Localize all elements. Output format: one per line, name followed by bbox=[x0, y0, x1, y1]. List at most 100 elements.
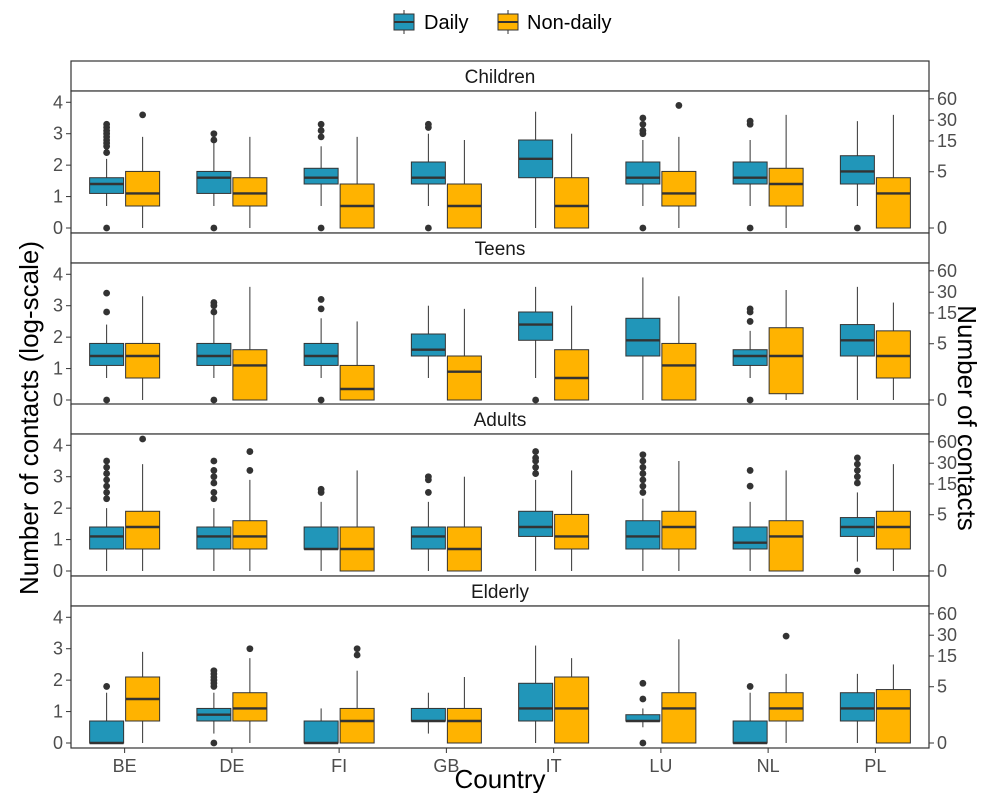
outlier-point bbox=[424, 473, 432, 481]
outlier-point bbox=[210, 396, 218, 404]
box-daily-gb bbox=[410, 120, 446, 232]
box-non-daily-pl bbox=[875, 664, 911, 744]
outlier-point bbox=[853, 460, 861, 468]
y-tick-label-right: 30 bbox=[937, 282, 957, 302]
legend-key-daily bbox=[392, 10, 416, 34]
box-daily-pl bbox=[839, 454, 875, 575]
box-iqr bbox=[732, 720, 768, 744]
outlier-point bbox=[246, 645, 254, 653]
y-tick-label-right: 30 bbox=[937, 110, 957, 130]
box-daily-nl bbox=[732, 117, 768, 232]
y-tick-label-right: 0 bbox=[937, 733, 947, 753]
box-non-daily-be bbox=[125, 111, 161, 228]
outlier-point bbox=[103, 482, 111, 490]
outlier-point bbox=[317, 305, 325, 313]
box-iqr bbox=[518, 311, 554, 341]
outlier-point bbox=[210, 467, 218, 474]
y-tick-label-left: 3 bbox=[53, 124, 63, 144]
outlier-point bbox=[853, 473, 861, 481]
box-iqr bbox=[661, 170, 697, 207]
outlier-point bbox=[639, 457, 647, 465]
strip-label-elderly: Elderly bbox=[471, 582, 530, 603]
y-axis-title-right: Number of contacts bbox=[952, 305, 982, 530]
outlier-point bbox=[424, 489, 432, 496]
x-tick-label-pl: PL bbox=[864, 756, 886, 776]
box-daily-pl bbox=[839, 121, 875, 232]
box-daily-lu bbox=[625, 277, 661, 400]
x-axis-title: Country bbox=[454, 764, 545, 793]
outlier-point bbox=[103, 224, 111, 232]
y-tick-label-left: 1 bbox=[53, 187, 63, 207]
outlier-point bbox=[746, 396, 754, 404]
box-iqr bbox=[232, 520, 268, 550]
outlier-point bbox=[317, 396, 325, 404]
box-iqr bbox=[410, 707, 446, 722]
outlier-point bbox=[853, 454, 861, 462]
outlier-point bbox=[853, 567, 861, 575]
outlier-point bbox=[532, 463, 540, 471]
box-daily-de bbox=[196, 299, 232, 404]
box-non-daily-gb bbox=[446, 476, 482, 572]
box-iqr bbox=[554, 676, 590, 744]
box-iqr bbox=[196, 342, 232, 366]
y-tick-label-left: 3 bbox=[53, 296, 63, 316]
box-daily-be bbox=[89, 289, 125, 404]
box-iqr bbox=[625, 161, 661, 185]
y-tick-label-right: 15 bbox=[937, 303, 957, 323]
outlier-point bbox=[424, 224, 432, 232]
box-daily-it bbox=[518, 645, 554, 743]
box-non-daily-it bbox=[554, 305, 590, 401]
y-tick-label-right: 60 bbox=[937, 261, 957, 281]
box-non-daily-nl bbox=[768, 632, 804, 743]
box-daily-nl bbox=[732, 683, 768, 745]
outlier-point bbox=[853, 224, 861, 232]
outlier-point bbox=[210, 130, 218, 138]
x-tick-label-it: IT bbox=[546, 756, 562, 776]
outlier-point bbox=[532, 454, 540, 462]
box-iqr bbox=[839, 692, 875, 722]
box-non-daily-gb bbox=[446, 308, 482, 401]
box-daily-de bbox=[196, 130, 232, 232]
box-iqr bbox=[89, 177, 125, 194]
box-non-daily-gb bbox=[446, 140, 482, 229]
box-iqr bbox=[196, 170, 232, 194]
box-iqr bbox=[661, 342, 697, 401]
box-iqr bbox=[89, 342, 125, 366]
box-iqr bbox=[410, 333, 446, 357]
box-iqr bbox=[232, 349, 268, 401]
box-non-daily-pl bbox=[875, 114, 911, 229]
outlier-point bbox=[103, 683, 111, 690]
box-iqr bbox=[839, 155, 875, 185]
box-non-daily-lu bbox=[661, 102, 697, 228]
legend-key-non-daily bbox=[496, 10, 520, 34]
outlier-point bbox=[246, 467, 254, 474]
box-iqr bbox=[661, 692, 697, 744]
box-daily-fi bbox=[303, 120, 339, 232]
strip-adults bbox=[70, 403, 930, 435]
x-tick-label-fi: FI bbox=[331, 756, 347, 776]
box-iqr bbox=[554, 349, 590, 401]
outlier-point bbox=[103, 396, 111, 404]
box-non-daily-it bbox=[554, 470, 590, 571]
box-iqr bbox=[410, 526, 446, 550]
box-iqr bbox=[89, 720, 125, 744]
outlier-point bbox=[103, 120, 111, 128]
legend-label-non-daily: Non-daily bbox=[527, 12, 611, 34]
outlier-point bbox=[746, 117, 754, 125]
outlier-point bbox=[139, 435, 147, 443]
box-non-daily-be bbox=[125, 435, 161, 571]
box-iqr bbox=[661, 510, 697, 550]
outlier-point bbox=[210, 495, 218, 503]
y-tick-label-left: 1 bbox=[53, 530, 63, 550]
outlier-point bbox=[532, 470, 540, 477]
y-axis-title-left: Number of contacts (log-scale) bbox=[14, 241, 44, 595]
strip-label-children: Children bbox=[465, 67, 536, 88]
outlier-point bbox=[103, 489, 111, 496]
y-tick-label-left: 0 bbox=[53, 218, 63, 238]
strip-teens bbox=[70, 232, 930, 264]
